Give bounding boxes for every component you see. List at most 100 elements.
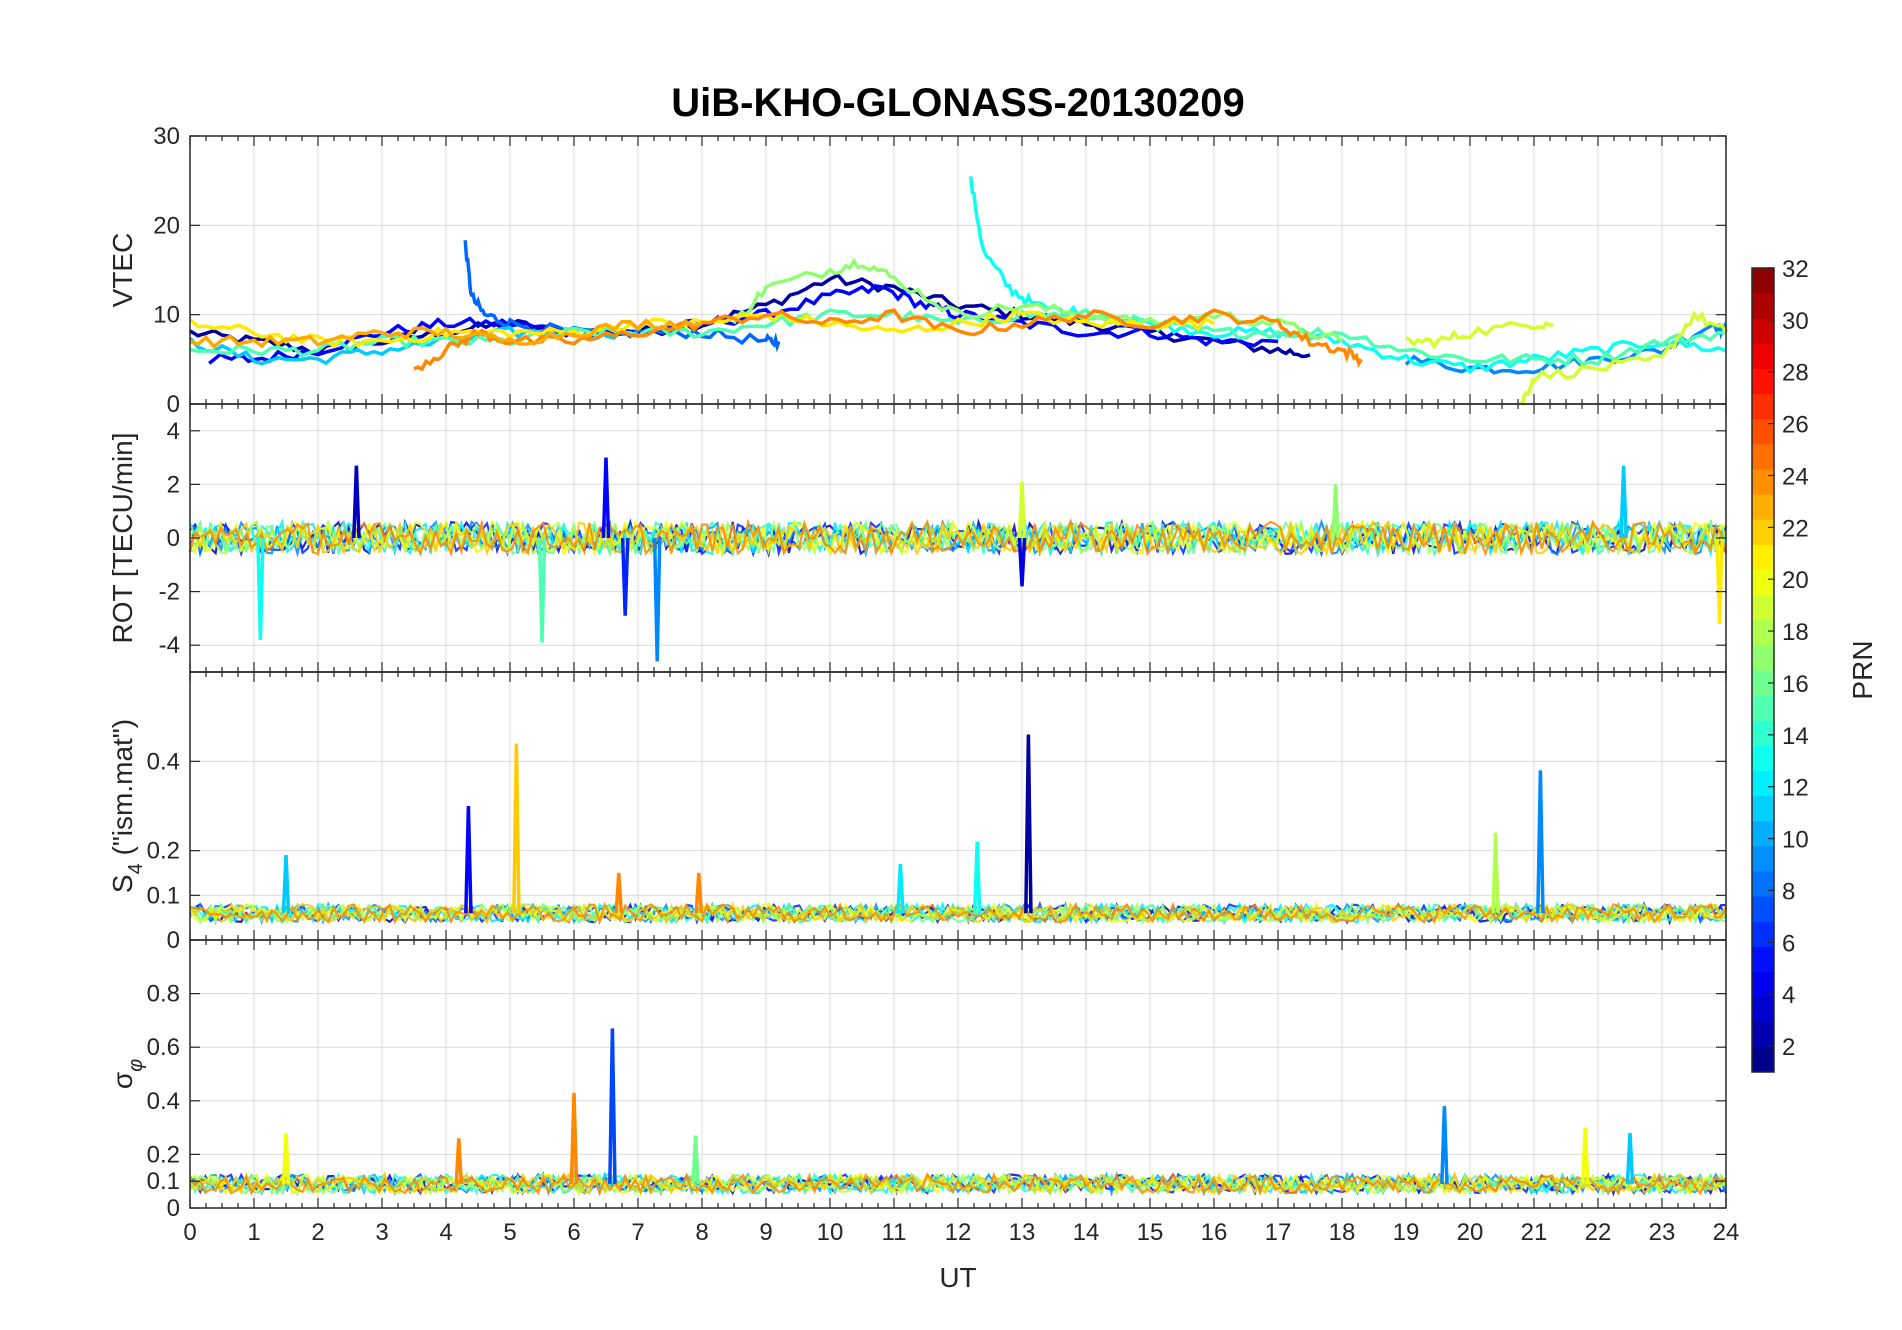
colorbar-segment	[1752, 1046, 1774, 1073]
sigma-spike-1	[454, 1138, 464, 1184]
colorbar-tick-label: 6	[1782, 930, 1795, 957]
colorbar-tick-label: 18	[1782, 619, 1809, 646]
sigma-noise-prn-24	[189, 1171, 1727, 1197]
colorbar-segment	[1752, 343, 1774, 369]
x-axis-label: UT	[939, 1262, 976, 1293]
s4-spike-5	[896, 863, 905, 914]
colorbar-label: PRN	[1847, 640, 1878, 699]
vtec-y-tick-label: 30	[153, 123, 180, 150]
colorbar-segment	[1752, 368, 1774, 395]
sigma-y-tick-label: 0	[167, 1195, 180, 1222]
colorbar-segment	[1752, 268, 1774, 294]
colorbar-segment	[1752, 720, 1774, 746]
s4-spike-1	[464, 805, 473, 914]
sigma-y-tick-label: 0.6	[147, 1034, 180, 1061]
sigma-spike-3	[608, 1028, 617, 1184]
x-tick-label: 3	[375, 1219, 388, 1246]
rot-spike-9	[1619, 465, 1628, 539]
rot-spike-4	[620, 537, 630, 616]
rot-y-tick-label: 0	[167, 525, 180, 552]
rot-spike-7	[1017, 481, 1027, 539]
colorbar-tick-label: 24	[1782, 463, 1809, 490]
rot-spike-0	[256, 537, 265, 640]
colorbar-segment	[1752, 293, 1774, 319]
s4-spike-6	[972, 841, 982, 914]
colorbar-segment	[1752, 443, 1774, 470]
colorbar-frame	[1751, 267, 1775, 1073]
vtec-series-prn-23	[189, 318, 703, 350]
x-tick-label: 12	[945, 1219, 972, 1246]
colorbar-segment	[1752, 946, 1774, 972]
s4-spike-7	[1024, 734, 1033, 914]
vtec-panel: 0 10 20 30 VTEC	[107, 123, 1728, 418]
colorbar-tick-label: 2	[1782, 1034, 1795, 1061]
s4-spike-4	[694, 872, 704, 914]
sigma-spike-6	[1580, 1127, 1590, 1184]
rot-y-tick-label: -4	[159, 632, 180, 659]
s4-y-tick-label: 0.2	[147, 838, 180, 865]
colorbar-segment	[1752, 393, 1774, 420]
x-tick-label: 7	[631, 1219, 644, 1246]
colorbar-segment	[1752, 770, 1774, 797]
sigma-spike-7	[1625, 1132, 1635, 1184]
rot-y-axis-label: ROT [TECU/min]	[107, 432, 138, 643]
s4-y-tick-label: 0.4	[147, 748, 180, 775]
colorbar-segment	[1752, 921, 1774, 947]
rot-spike-2	[537, 537, 547, 643]
x-tick-label: 16	[1201, 1219, 1228, 1246]
rot-spike-6	[1017, 537, 1027, 587]
colorbar-segment	[1752, 845, 1774, 872]
colorbar-segment	[1752, 418, 1774, 445]
rot-y-tick-label: 4	[167, 418, 180, 445]
colorbar-segment	[1752, 519, 1774, 545]
colorbar-segment	[1752, 1021, 1774, 1048]
sigma-noise-prn-20	[189, 1172, 1727, 1198]
x-tick-label: 10	[817, 1219, 844, 1246]
x-tick-label: 18	[1329, 1219, 1356, 1246]
colorbar-tick-label: 30	[1782, 308, 1809, 335]
colorbar-tick-label: 8	[1782, 878, 1795, 905]
colorbar-tick-label: 4	[1782, 982, 1795, 1009]
x-tick-label: 14	[1073, 1219, 1100, 1246]
vtec-series-prn-19	[1405, 320, 1555, 350]
s4-y-tick-label: 0	[167, 927, 180, 954]
sigma-spike-2	[569, 1092, 579, 1184]
colorbar-segment	[1752, 745, 1774, 771]
colorbar-segment	[1752, 871, 1774, 897]
x-tick-label: 13	[1009, 1219, 1036, 1246]
colorbar-segment	[1752, 971, 1774, 998]
colorbar-segment	[1752, 594, 1774, 621]
x-tick-label: 15	[1137, 1219, 1164, 1246]
colorbar-tick-label: 20	[1782, 567, 1809, 594]
s4-spike-3	[614, 872, 624, 914]
chart-title: UiB-KHO-GLONASS-20130209	[671, 81, 1245, 125]
colorbar-tick-label: 22	[1782, 515, 1809, 542]
x-tick-label: 1	[247, 1219, 260, 1246]
vtec-series-prn-13	[969, 176, 1727, 375]
colorbar-segment	[1752, 996, 1774, 1023]
x-tick-label: 17	[1265, 1219, 1292, 1246]
rot-spike-3	[601, 457, 611, 539]
x-tick-label: 21	[1521, 1219, 1548, 1246]
colorbar-segment	[1752, 569, 1774, 596]
s4-y-axis-label: S4 ("ism.mat")	[107, 719, 147, 893]
x-tick-label: 4	[439, 1219, 452, 1246]
rot-spike-10	[1715, 537, 1724, 624]
colorbar-tick-label: 32	[1782, 256, 1809, 283]
colorbar-segment	[1752, 644, 1774, 671]
vtec-series-prn-19	[1519, 310, 1728, 407]
rot-spike-1	[352, 465, 361, 539]
rot-noise-prn-24	[188, 517, 1728, 558]
s4-spike-9	[1536, 770, 1545, 914]
x-tick-label: 20	[1457, 1219, 1484, 1246]
colorbar-tick-label: 16	[1782, 671, 1809, 698]
s4-spike-8	[1491, 832, 1500, 914]
colorbar-segment	[1752, 469, 1774, 495]
x-tick-label: 22	[1585, 1219, 1612, 1246]
vtec-series-prn-24	[413, 308, 1363, 372]
x-tick-label: 11	[882, 1219, 907, 1246]
rot-y-tick-label: 2	[167, 471, 180, 498]
